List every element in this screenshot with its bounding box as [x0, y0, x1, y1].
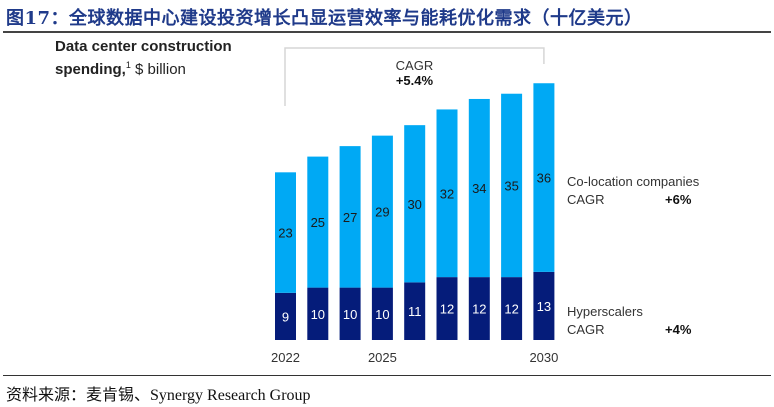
x-tick-2030: 2030 — [529, 350, 558, 365]
label-hyperscalers-2022: 9 — [282, 309, 289, 324]
cagr-total-value: +5.4% — [396, 73, 434, 88]
bar-hyperscalers-2023 — [307, 287, 329, 340]
cagr-bracket-line — [284, 47, 545, 106]
legend-colocation-cagr-label: CAGR — [567, 192, 605, 207]
bar-colocation-2025 — [371, 135, 393, 288]
bottom-rule — [3, 375, 771, 376]
label-hyperscalers-2030: 13 — [537, 299, 551, 314]
chart-subtitle: Data center construction spending,1 $ bi… — [55, 38, 232, 79]
bar-colocation-2026 — [404, 125, 426, 283]
legend-hyperscalers-cagr-value: +4% — [665, 322, 692, 337]
label-colocation-2026: 30 — [407, 197, 421, 212]
label-hyperscalers-2028: 12 — [472, 302, 486, 317]
label-colocation-2022: 23 — [278, 226, 292, 241]
x-tick-2025: 2025 — [368, 350, 397, 365]
bar-colocation-2023 — [307, 156, 329, 288]
subtitle-line1: Data center construction — [55, 38, 232, 55]
figure-title: 图17：全球数据中心建设投资增长凸显运营效率与能耗优化需求（十亿美元） — [6, 8, 643, 29]
bar-hyperscalers-2028 — [468, 277, 490, 340]
bar-colocation-2030 — [533, 83, 555, 272]
label-hyperscalers-2025: 10 — [375, 307, 389, 322]
label-colocation-2028: 34 — [472, 181, 486, 196]
label-colocation-2023: 25 — [311, 215, 325, 230]
x-tick-2022: 2022 — [271, 350, 300, 365]
label-colocation-2025: 29 — [375, 205, 389, 220]
bar-hyperscalers-2029 — [501, 277, 523, 340]
x-axis-ticks: 2022 2025 2030 — [271, 350, 558, 365]
legend-hyperscalers: Hyperscalers CAGR +4% — [567, 304, 691, 337]
legend-colocation-cagr-value: +6% — [665, 192, 692, 207]
legend-colocation: Co-location companies CAGR +6% — [567, 174, 699, 207]
bar-colocation-2027 — [436, 109, 458, 278]
footnote-marker: 1 — [125, 60, 131, 70]
bar-hyperscalers-2026 — [404, 282, 426, 340]
label-colocation-2029: 35 — [504, 178, 518, 193]
label-colocation-2027: 32 — [440, 186, 454, 201]
cagr-total-label: CAGR — [396, 58, 434, 73]
bars: 9 23 10 25 10 27 10 29 11 30 12 32 12 34 12 35 13 36 — [275, 83, 555, 340]
bar-hyperscalers-2030 — [533, 271, 555, 340]
bar-hyperscalers-2024 — [339, 287, 361, 340]
bar-hyperscalers-2027 — [436, 277, 458, 340]
bar-hyperscalers-2025 — [371, 287, 393, 340]
label-colocation-2024: 27 — [343, 210, 357, 225]
subtitle-unit: $ billion — [130, 61, 186, 78]
legend-hyperscalers-cagr-label: CAGR — [567, 322, 605, 337]
bar-hyperscalers-2022 — [275, 292, 296, 340]
bar-colocation-2028 — [468, 98, 490, 278]
legend-hyperscalers-name: Hyperscalers — [567, 304, 643, 319]
label-hyperscalers-2024: 10 — [343, 307, 357, 322]
label-colocation-2030: 36 — [537, 171, 551, 186]
cagr-bracket — [284, 47, 545, 106]
top-rule — [3, 31, 771, 33]
subtitle-line2-bold: spending, — [55, 61, 126, 78]
bar-colocation-2022 — [275, 172, 296, 293]
label-hyperscalers-2027: 12 — [440, 302, 454, 317]
bar-colocation-2024 — [339, 146, 361, 288]
bar-colocation-2029 — [501, 93, 523, 278]
source-note: 资料来源：麦肯锡、Synergy Research Group — [6, 387, 311, 404]
label-hyperscalers-2029: 12 — [504, 302, 518, 317]
label-hyperscalers-2023: 10 — [311, 307, 325, 322]
label-hyperscalers-2026: 11 — [408, 304, 422, 319]
legend-colocation-name: Co-location companies — [567, 174, 700, 189]
